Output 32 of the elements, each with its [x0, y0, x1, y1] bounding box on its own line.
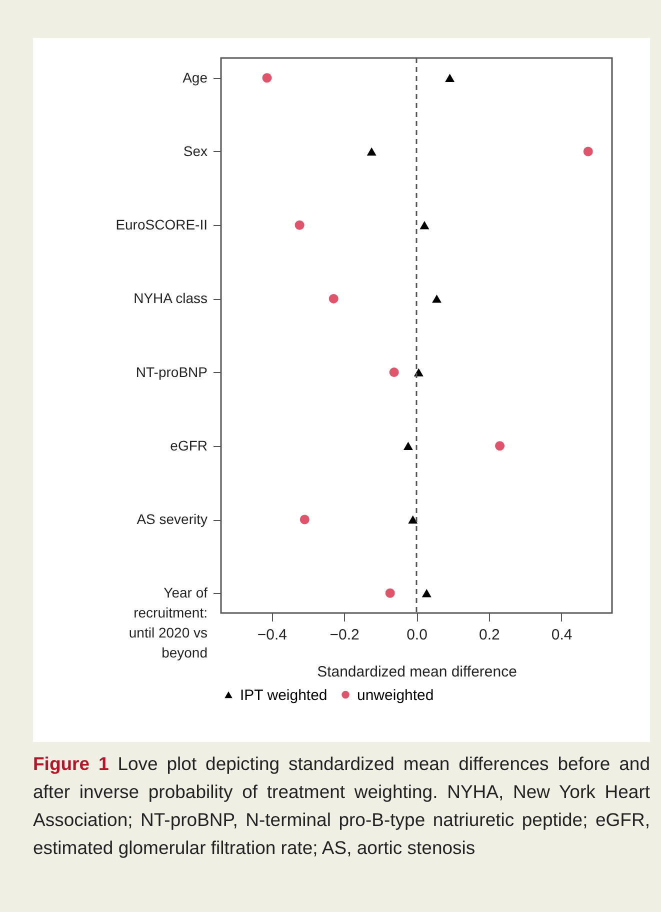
point — [300, 514, 310, 524]
point — [583, 146, 593, 156]
point — [495, 441, 505, 451]
point — [262, 73, 272, 83]
caption: Figure 1 — [33, 753, 109, 774]
point — [422, 589, 432, 598]
y-tick-label: NT-proBNP — [136, 364, 208, 380]
point — [328, 294, 338, 304]
x-tick-label: 0.0 — [406, 626, 428, 644]
x-tick-label: −0.4 — [257, 626, 287, 644]
y-tick-label: NYHA class — [134, 290, 208, 306]
point — [385, 588, 395, 598]
x-axis-title: Standardized mean difference — [317, 664, 517, 680]
point — [445, 74, 455, 82]
y-tick-label: Year of recruitment: until 2020 vs beyond — [128, 584, 208, 661]
y-tick-label: eGFR — [170, 437, 208, 454]
point — [420, 220, 430, 230]
y-tick-label: Sex — [183, 142, 208, 159]
y-tick-label: AS severity — [136, 511, 208, 528]
x-tick-label: 0.4 — [551, 626, 572, 644]
legend-label: unweighted — [357, 686, 434, 704]
y-tick-label: Age — [182, 69, 208, 86]
point — [403, 442, 413, 450]
point — [408, 515, 418, 524]
x-tick-label: 0.2 — [478, 626, 500, 644]
point — [294, 220, 304, 230]
x-tick-label: −0.2 — [330, 626, 360, 644]
point — [389, 368, 399, 378]
point — [366, 147, 376, 156]
y-tick-label: EuroSCORE-II — [116, 216, 208, 233]
legend-label: IPT weighted — [240, 686, 328, 704]
point — [432, 294, 442, 303]
